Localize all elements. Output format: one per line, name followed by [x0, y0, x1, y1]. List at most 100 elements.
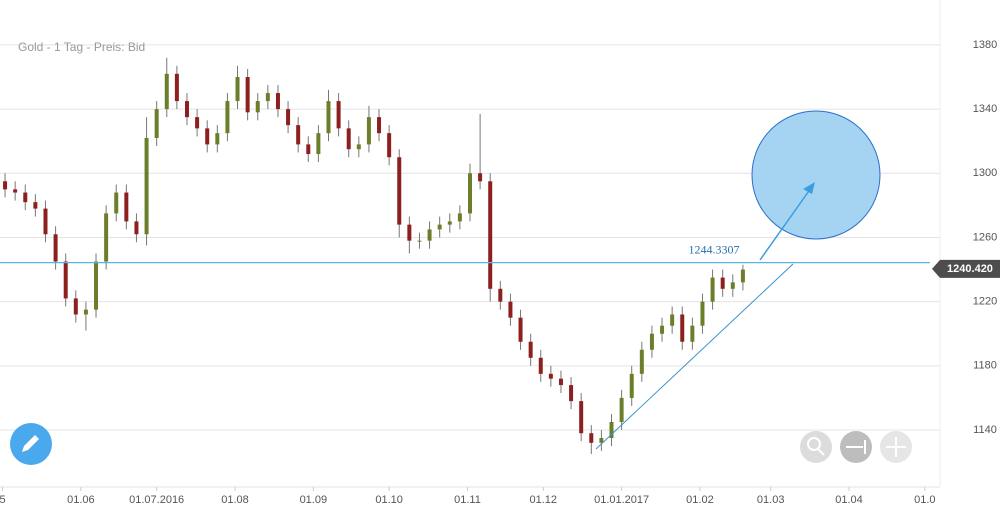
y-tick-label: 1260 [973, 231, 997, 243]
candle-body [700, 301, 705, 326]
y-tick-label: 1220 [973, 296, 997, 308]
candle-body [589, 433, 594, 443]
candle-body [569, 385, 574, 402]
x-tick-label: 01.12 [530, 494, 558, 506]
candle-body [346, 128, 351, 150]
candle-body [730, 282, 735, 289]
candle-body [205, 128, 210, 145]
candle-body [639, 349, 644, 374]
candle-body [407, 224, 412, 241]
candle-body [3, 181, 8, 190]
candle-body [710, 277, 715, 302]
candle-body [528, 341, 533, 358]
horizontal-line-label: 1244.3307 [689, 242, 740, 256]
candle-body [255, 101, 260, 113]
candle-body [154, 109, 159, 138]
candle-body [720, 277, 725, 289]
x-tick-label: 01.08 [221, 494, 249, 506]
candle-body [124, 192, 129, 222]
candle-body [83, 309, 88, 315]
candle-body [215, 133, 220, 145]
candle-body [599, 438, 604, 443]
x-tick-label: 01.04 [835, 494, 863, 506]
candle-body [336, 101, 341, 129]
x-tick-label: 01.06 [67, 494, 95, 506]
candle-body [437, 224, 442, 230]
x-tick-label: 01.09 [300, 494, 328, 506]
zoom-button[interactable] [800, 431, 832, 463]
x-tick-label: 5 [0, 494, 6, 506]
candle-body [13, 189, 18, 193]
candle-body [245, 77, 250, 113]
pan-button[interactable] [880, 431, 912, 463]
candle-body [184, 101, 189, 118]
candle-body [629, 373, 634, 398]
candle-body [33, 202, 38, 209]
candle-body [427, 229, 432, 241]
candle-body [488, 181, 493, 289]
candle-body [63, 261, 68, 299]
candle-body [518, 317, 523, 342]
candle-body [53, 234, 58, 262]
y-tick-label: 1380 [973, 39, 997, 51]
candle-body [134, 221, 139, 235]
y-tick-label: 1300 [973, 167, 997, 179]
candle-body [306, 144, 311, 155]
candle-body [326, 101, 331, 134]
candle-body [538, 357, 543, 374]
candle-body [740, 269, 745, 283]
candle-body [457, 213, 462, 222]
candle-body [397, 157, 402, 225]
circle-drawing [751, 110, 881, 240]
x-tick-label: 01.11 [454, 494, 481, 506]
candle-body [356, 144, 361, 150]
candle-body [680, 314, 685, 342]
y-tick-label: 1340 [973, 103, 997, 115]
candle-body [660, 325, 665, 334]
x-tick-label: 01.03 [757, 494, 785, 506]
candle-body [94, 261, 99, 310]
last-price-label: 1240.420 [947, 263, 993, 275]
x-tick-label: 01.07.2016 [129, 494, 184, 506]
scroll-end-button[interactable] [840, 431, 872, 463]
edit-button[interactable] [10, 423, 52, 465]
candle-body [548, 373, 553, 379]
candle-body [478, 173, 483, 182]
y-tick-label: 1140 [973, 424, 997, 436]
arrow-drawing [759, 187, 812, 261]
candle-body [275, 93, 280, 110]
candle-body [144, 137, 149, 235]
chart-title: Gold - 1 Tag - Preis: Bid [18, 40, 145, 54]
candle-body [43, 208, 48, 235]
candle-body [195, 117, 200, 129]
trend-line [595, 263, 794, 450]
candle-body [498, 288, 503, 302]
candle-body [296, 125, 301, 145]
candle-body [417, 240, 422, 242]
candle-body [447, 221, 452, 225]
candle-body [619, 397, 624, 422]
candle-body [235, 77, 240, 102]
candle-body [649, 333, 654, 350]
candle-body [265, 93, 270, 102]
candle-body [579, 401, 584, 434]
x-tick-label: 01.10 [375, 494, 403, 506]
last-price-box [932, 259, 1000, 278]
candle-body [114, 192, 119, 214]
candle-body [23, 192, 28, 203]
x-tick-label: 01.02 [686, 494, 714, 506]
candle-body [286, 109, 291, 126]
x-tick-label: 01.0 [914, 494, 935, 506]
candle-body [73, 298, 78, 315]
candle-body [316, 133, 321, 155]
candle-body [377, 117, 382, 134]
candle-body [508, 301, 513, 318]
candle-body [609, 421, 614, 439]
y-tick-label: 1180 [973, 360, 997, 372]
candle-body [558, 378, 563, 386]
x-tick-label: 01.01.2017 [594, 494, 649, 506]
candle-body [366, 117, 371, 145]
candle-body [670, 314, 675, 326]
candle-body [225, 101, 230, 134]
